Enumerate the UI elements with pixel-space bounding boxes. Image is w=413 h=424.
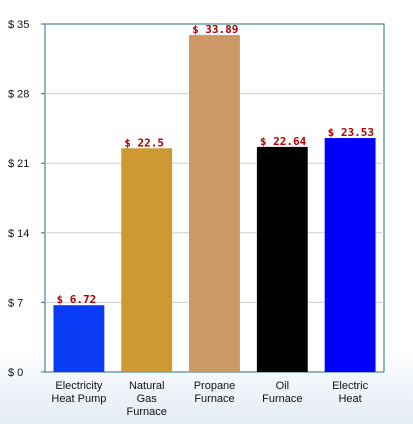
bar	[189, 35, 240, 373]
x-tick-label: Oil Furnace	[262, 380, 302, 405]
x-tick-label-line: Heat	[338, 393, 361, 405]
x-tick-label-line: Propane	[194, 380, 236, 392]
x-tick-label-line: Natural	[129, 380, 164, 392]
x-tick-label-line: Furnace	[194, 393, 234, 405]
data-label: $ 6.72	[56, 293, 96, 306]
x-tick-label: Electricity Heat Pump	[51, 380, 106, 405]
bar	[324, 138, 376, 372]
data-label: $ 22.5	[124, 136, 164, 149]
data-label: $ 33.89	[192, 23, 238, 36]
y-tick-label: $ 14	[8, 228, 29, 240]
x-tick-label-line: Furnace	[127, 406, 167, 418]
x-tick-label-line: Heat Pump	[51, 393, 106, 405]
y-tick-label: $ 28	[8, 89, 29, 101]
y-tick-label: $ 7	[8, 297, 23, 309]
x-tick-label: Propane Furnace	[194, 380, 236, 405]
data-label: $ 23.53	[328, 126, 374, 139]
x-tick-label: Natural Gas Furnace	[127, 380, 167, 418]
y-tick-label: $ 35	[8, 19, 29, 31]
data-label: $ 22.64	[260, 135, 307, 148]
x-tick-label-line: Electricity	[55, 380, 103, 392]
y-tick-label: $ 0	[8, 367, 23, 379]
x-tick-label-line: Electric	[332, 380, 369, 392]
bar	[256, 146, 308, 372]
x-tick-label-line: Oil	[276, 380, 289, 392]
x-tick-label-line: Gas	[137, 393, 158, 405]
data-labels: $ 6.72 $ 22.5 $ 33.89 $ 22.64 $ 23.53	[56, 23, 374, 306]
x-tick-label-line: Furnace	[262, 393, 302, 405]
bar	[53, 305, 105, 372]
bars	[53, 35, 376, 373]
x-tick-label: Electric Heat	[332, 380, 369, 405]
bar	[121, 148, 173, 372]
y-tick-label: $ 21	[8, 158, 29, 170]
y-axis: $ 0 $ 7 $ 14 $ 21 $ 28 $ 35	[8, 19, 45, 379]
